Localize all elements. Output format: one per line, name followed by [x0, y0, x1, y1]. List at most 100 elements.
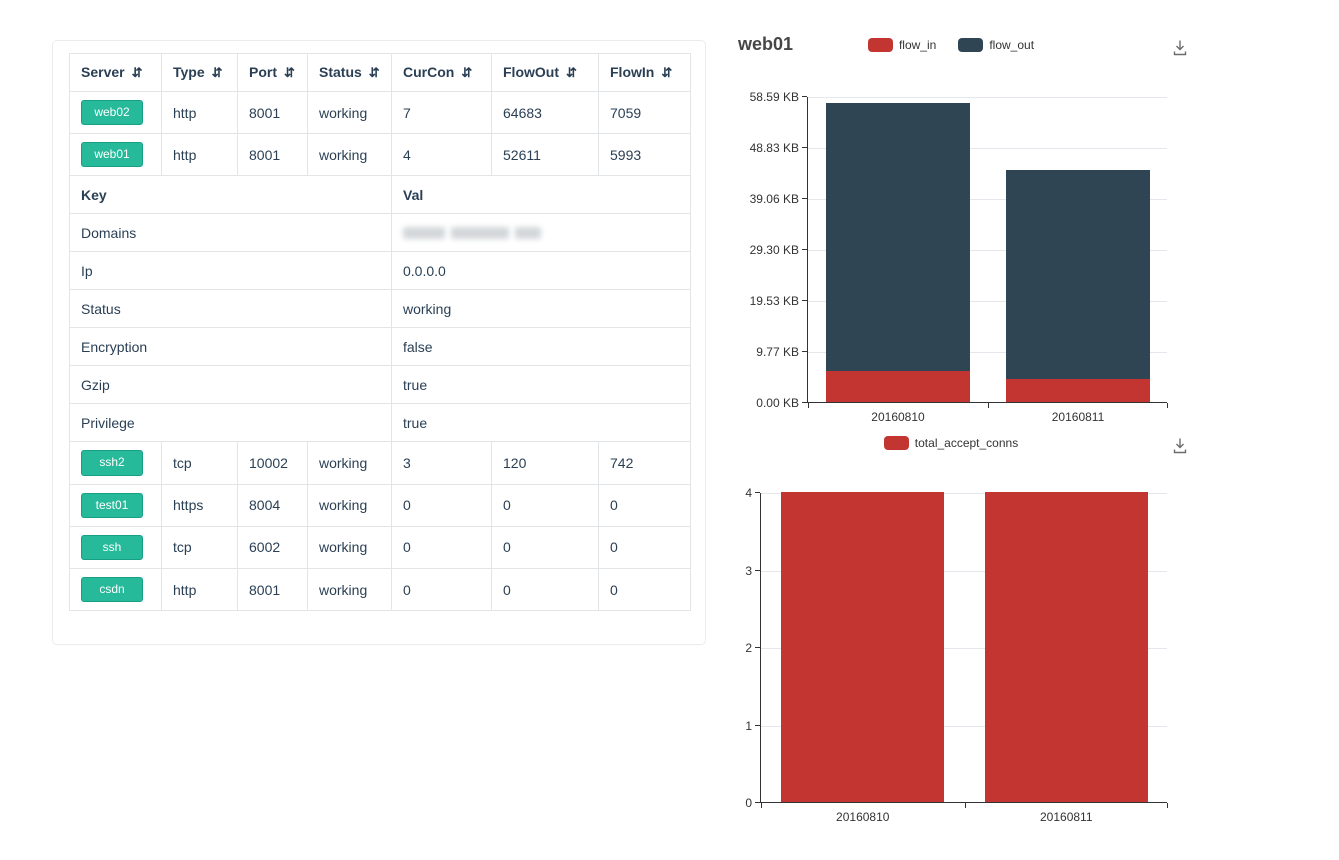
axis-tick — [988, 403, 989, 408]
col-header-type[interactable]: Type ⇵ — [161, 53, 238, 92]
domains-value-redacted — [403, 226, 679, 240]
sort-icon[interactable]: ⇵ — [566, 65, 577, 80]
col-header-server[interactable]: Server ⇵ — [69, 53, 162, 92]
y-axis-label: 4 — [745, 486, 752, 500]
sort-icon[interactable]: ⇵ — [284, 65, 295, 80]
y-axis-label: 58.59 KB — [749, 90, 799, 104]
cell-status: working — [307, 90, 392, 135]
cell-curcon: 0 — [391, 525, 492, 569]
server-row-web01: web01 http 8001 working 4 52611 5993 — [69, 133, 691, 177]
col-header-status[interactable]: Status ⇵ — [307, 53, 392, 92]
detail-header-row: Key Val — [69, 175, 691, 215]
server-button-test01[interactable]: test01 — [81, 492, 143, 518]
detail-row-encryption: Encryption false — [69, 327, 691, 367]
sort-icon[interactable]: ⇵ — [131, 65, 143, 80]
detail-key: Gzip — [69, 365, 392, 405]
col-header-curcon[interactable]: CurCon ⇵ — [391, 53, 492, 92]
detail-key: Status — [69, 289, 392, 329]
axis-tick — [755, 569, 760, 571]
detail-val: false — [391, 327, 691, 367]
col-label: Type — [173, 64, 205, 80]
cell-flowout: 52611 — [491, 133, 599, 177]
server-row-csdn: csdn http 8001 working 0 0 0 — [69, 567, 691, 612]
axis-tick — [802, 249, 807, 250]
legend-item-flow_in[interactable]: flow_in — [867, 38, 937, 52]
gridline — [761, 493, 1167, 494]
bar-total_accept_conns-20160811[interactable] — [984, 492, 1148, 802]
server-button-ssh2[interactable]: ssh2 — [81, 450, 143, 476]
detail-key-header: Key — [69, 175, 392, 215]
cell-type: http — [161, 90, 238, 135]
server-button-csdn[interactable]: csdn — [81, 576, 143, 603]
cell-flowout: 0 — [491, 525, 599, 569]
sort-icon[interactable]: ⇵ — [661, 65, 673, 80]
col-label: FlowIn — [610, 64, 655, 80]
col-header-port[interactable]: Port ⇵ — [237, 53, 308, 92]
y-axis-label: 48.83 KB — [749, 141, 799, 155]
x-axis-label: 20160811 — [1051, 410, 1105, 424]
flow-chart-plot: 0.00 KB 9.77 KB 19.53 KB 29.30 KB 39.06 KB 48… — [750, 90, 1168, 424]
server-row-ssh: ssh tcp 6002 working 0 0 0 — [69, 525, 691, 569]
axis-tick — [755, 647, 760, 648]
y-axis-label: 0.00 KB — [756, 396, 799, 410]
server-table-card: Server ⇵ Type ⇵ Port ⇵ Status ⇵ CurCon ⇵ Flow… — [52, 40, 706, 645]
bar-flow_in-20160810[interactable] — [826, 371, 970, 402]
col-label: Port — [249, 64, 277, 80]
x-axis-label: 20160810 — [871, 410, 925, 424]
axis-tick — [808, 403, 809, 408]
detail-row-status: Status working — [69, 289, 691, 329]
server-row-web02: web02 http 8001 working 7 64683 7059 — [69, 90, 691, 135]
cell-port: 8001 — [237, 567, 308, 612]
cell-status: working — [307, 567, 392, 612]
gridline — [808, 199, 1167, 200]
axis-tick — [755, 724, 760, 726]
detail-val: true — [391, 365, 691, 405]
download-icon[interactable] — [1170, 436, 1190, 456]
legend-label: flow_in — [898, 38, 937, 52]
bar-flow_out-20160810[interactable] — [826, 103, 970, 372]
y-axis-label: 2 — [745, 641, 752, 655]
cell-flowin: 0 — [598, 483, 691, 527]
detail-row-ip: Ip 0.0.0.0 — [69, 251, 691, 291]
y-axis-label: 29.30 KB — [749, 243, 799, 257]
gridline — [808, 250, 1167, 251]
server-button-web02[interactable]: web02 — [81, 100, 143, 126]
server-button-web01[interactable]: web01 — [81, 142, 143, 168]
sort-icon[interactable]: ⇵ — [211, 65, 223, 80]
axis-tick — [802, 402, 807, 403]
col-label: FlowOut — [503, 64, 559, 80]
gridline — [808, 148, 1167, 149]
detail-val-header: Val — [391, 175, 691, 215]
legend-item-flow_out[interactable]: flow_out — [958, 38, 1034, 52]
col-label: Server — [81, 64, 125, 80]
bar-total_accept_conns-20160810[interactable] — [781, 492, 945, 802]
axis-tick — [1167, 403, 1168, 408]
server-button-ssh[interactable]: ssh — [81, 534, 143, 560]
detail-row-gzip: Gzip true — [69, 365, 691, 405]
bar-flow_in-20160811[interactable] — [1006, 378, 1150, 402]
y-axis-label: 3 — [745, 563, 752, 578]
y-axis-label: 0 — [745, 796, 752, 810]
cell-flowout: 0 — [491, 483, 599, 527]
cell-type: https — [161, 483, 238, 527]
gridline — [808, 301, 1167, 302]
col-header-flowout[interactable]: FlowOut ⇵ — [491, 53, 599, 92]
sort-icon[interactable]: ⇵ — [461, 65, 473, 80]
detail-key: Ip — [69, 251, 392, 291]
cell-type: tcp — [161, 525, 238, 569]
download-icon[interactable] — [1170, 38, 1190, 58]
cell-curcon: 0 — [391, 483, 492, 527]
col-header-flowin[interactable]: FlowIn ⇵ — [598, 53, 691, 92]
y-axis-label: 19.53 KB — [749, 294, 799, 308]
y-axis-label: 39.06 KB — [749, 192, 799, 206]
sort-icon[interactable]: ⇵ — [368, 65, 380, 80]
legend-item-total_accept_conns[interactable]: total_accept_conns — [883, 436, 1018, 450]
detail-key: Encryption — [69, 327, 392, 367]
axis-tick — [761, 803, 762, 808]
gridline — [808, 97, 1167, 98]
legend-swatch — [958, 38, 984, 52]
conns-chart-plot: 0 1 2 3 4 20160810 20160811 — [745, 486, 1168, 824]
legend-swatch — [883, 436, 909, 450]
cell-flowin: 0 — [598, 525, 691, 569]
bar-flow_out-20160811[interactable] — [1006, 170, 1150, 379]
